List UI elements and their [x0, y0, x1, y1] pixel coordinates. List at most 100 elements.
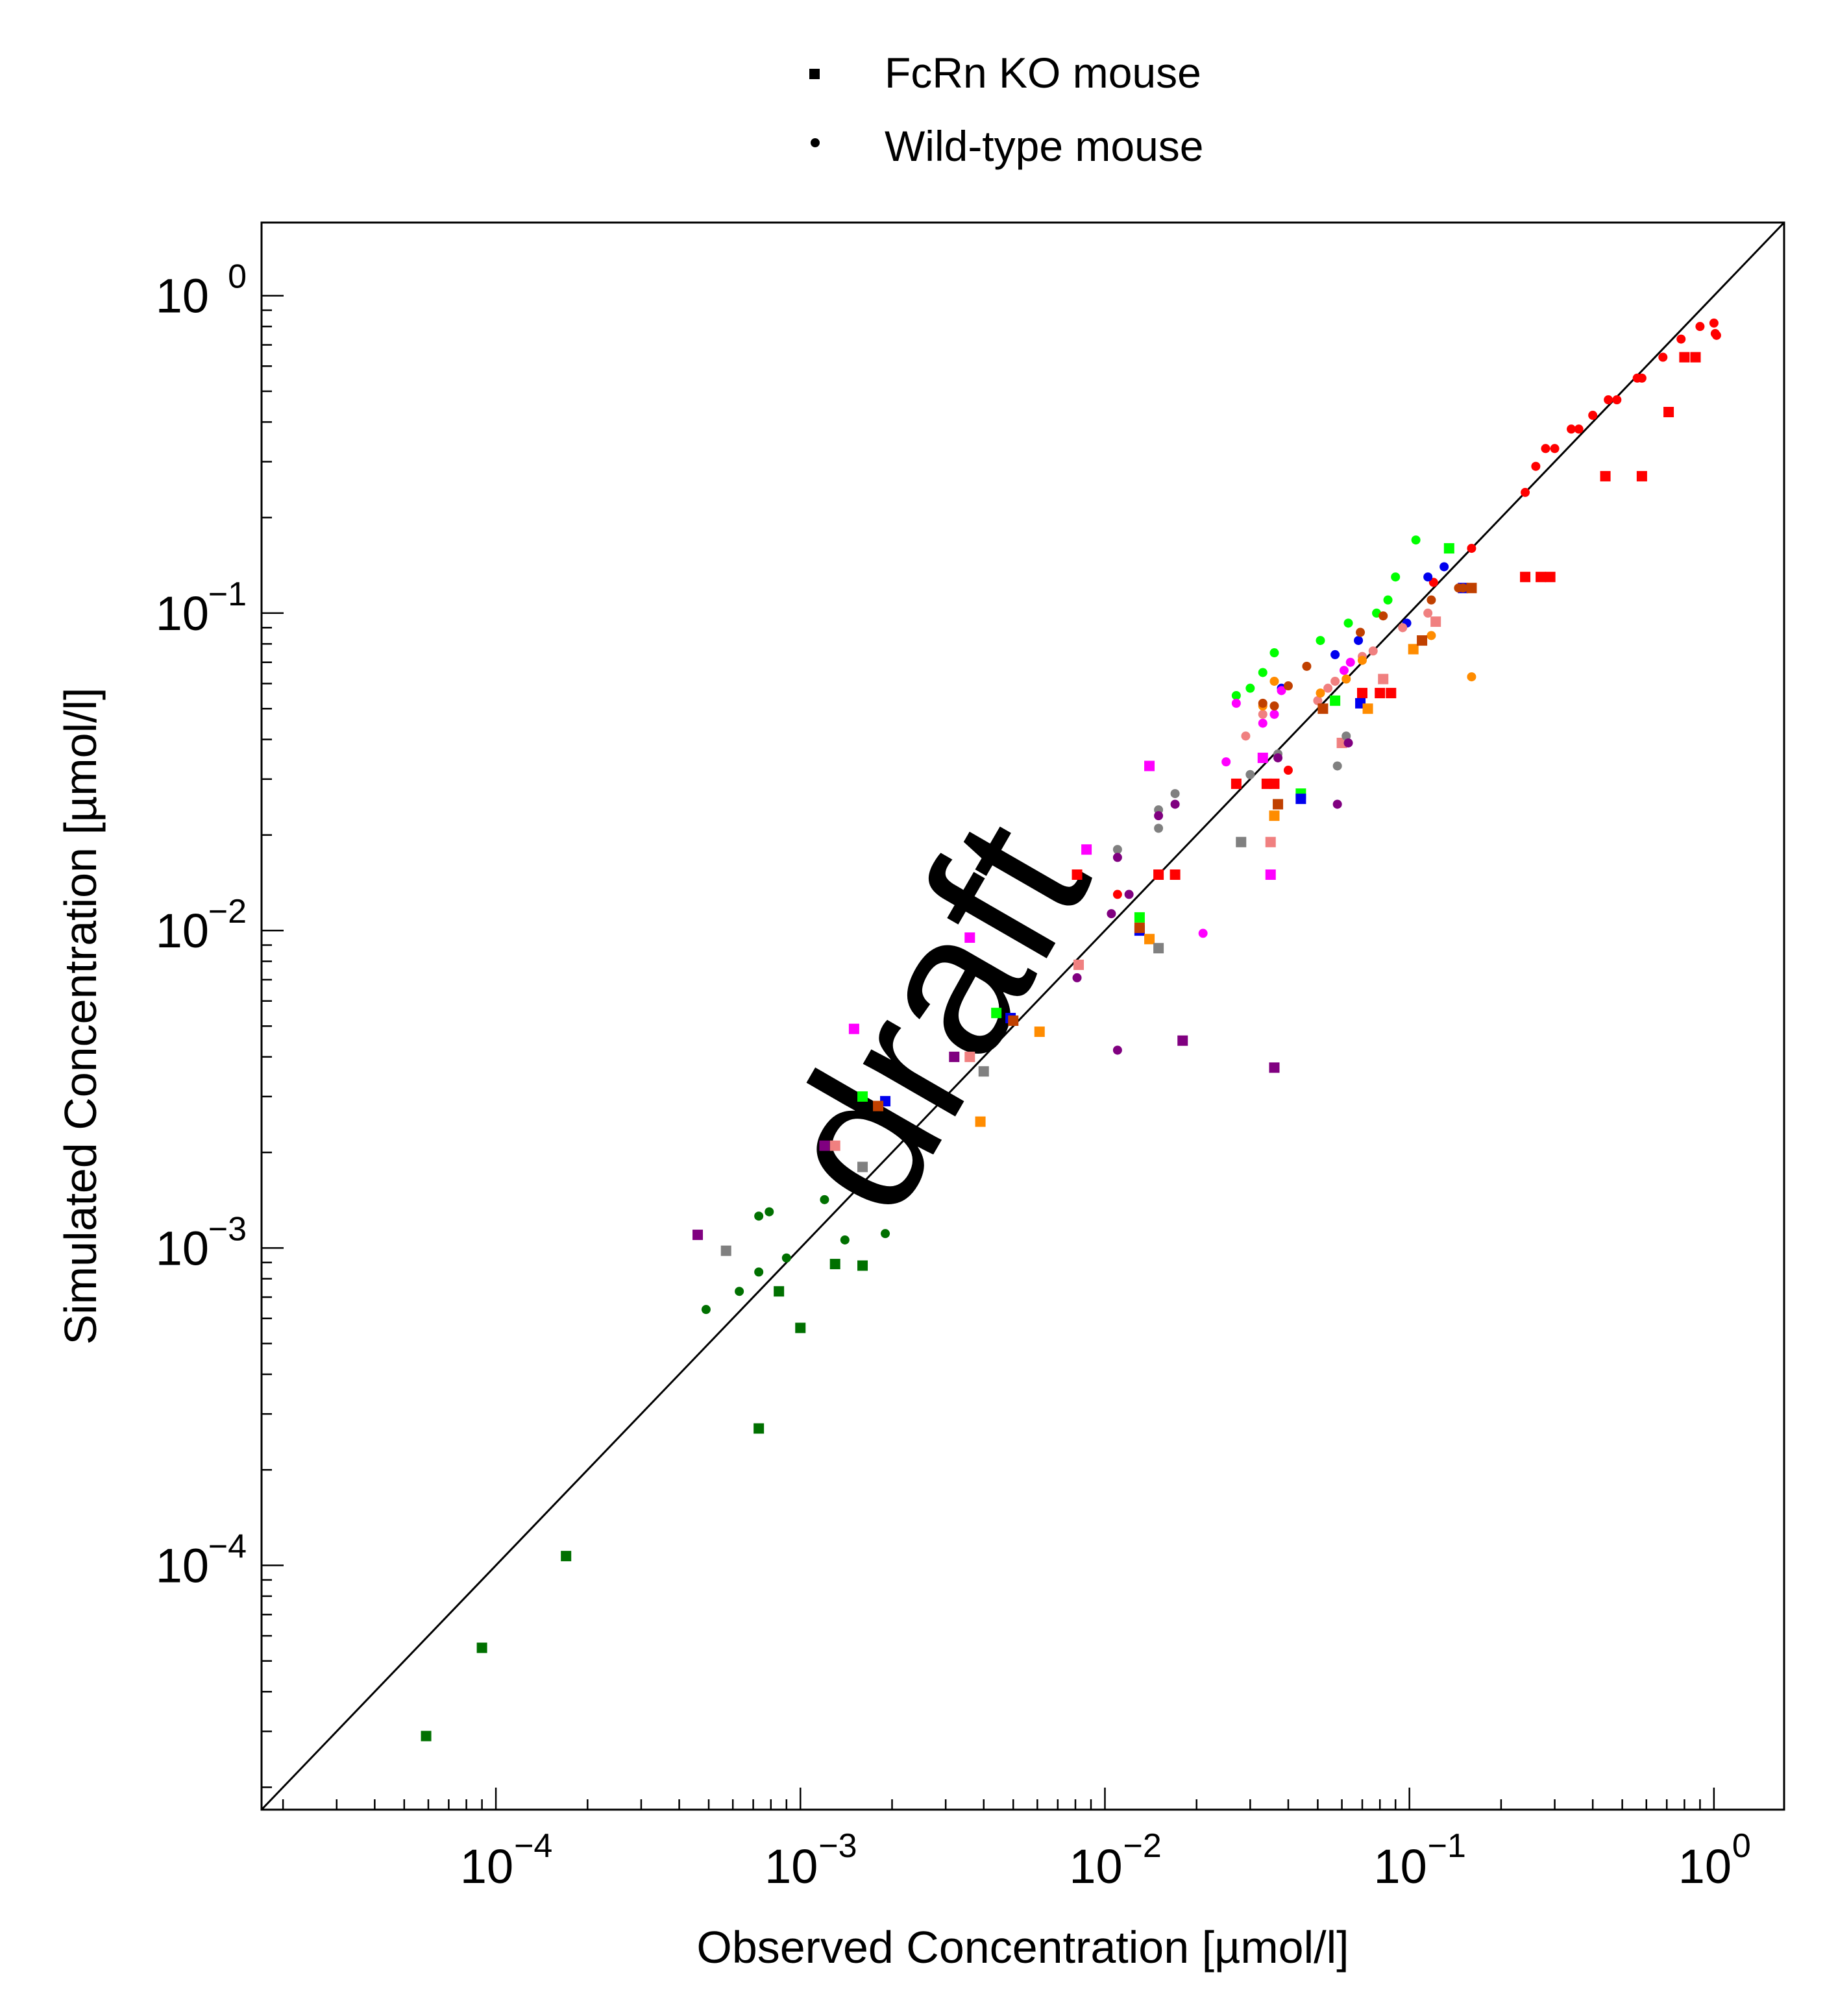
- data-point-magenta-circle: [1269, 709, 1279, 719]
- data-point-green-circle: [1411, 535, 1421, 545]
- data-point-red-circle: [1676, 334, 1686, 344]
- data-point-salmon-circle: [1398, 623, 1408, 633]
- data-point-magenta-circle: [1198, 929, 1208, 938]
- data-point-purple-circle: [1124, 890, 1134, 899]
- x-tick-label: 10: [765, 1840, 818, 1893]
- data-point-darkgreen-square: [857, 1260, 868, 1271]
- data-point-orange-circle: [1316, 688, 1325, 698]
- data-point-magenta-square: [848, 1023, 859, 1034]
- data-point-gray-circle: [1332, 761, 1342, 771]
- data-point-purple-circle: [1072, 973, 1082, 982]
- data-point-salmon-circle: [1258, 709, 1268, 719]
- x-axis-label: Observed Concentration [µmol/l]: [696, 1922, 1349, 1973]
- data-point-gray-square: [720, 1245, 731, 1256]
- data-point-orange-square: [1034, 1026, 1045, 1038]
- x-tick-label: 10: [1374, 1840, 1427, 1893]
- data-point-red-circle: [1658, 352, 1668, 362]
- data-point-purple-circle: [1107, 909, 1116, 919]
- data-point-magenta-square: [1257, 752, 1268, 763]
- data-point-red-circle: [1541, 444, 1550, 454]
- data-point-red-square: [1153, 869, 1164, 880]
- data-point-brown-circle: [1427, 595, 1436, 605]
- data-point-green-circle: [1391, 572, 1401, 582]
- data-point-purple-circle: [1332, 799, 1342, 809]
- data-point-salmon-circle: [1241, 731, 1251, 741]
- data-point-darkgreen-square: [795, 1322, 806, 1333]
- data-point-red-square: [1269, 778, 1280, 789]
- y-tick-label-exponent: −1: [208, 576, 247, 613]
- data-point-green-circle: [1383, 595, 1393, 605]
- legend-label-ko: FcRn KO mouse: [885, 49, 1201, 97]
- data-point-orange-circle: [1341, 674, 1351, 684]
- data-point-gray-circle: [1170, 789, 1180, 799]
- data-point-orange-square: [1144, 934, 1155, 945]
- data-point-brown-circle: [1258, 698, 1268, 708]
- data-point-brown-circle: [1356, 627, 1366, 637]
- identity-line: [260, 221, 1785, 1811]
- data-point-green-circle: [1245, 683, 1255, 693]
- data-point-magenta-square: [964, 932, 975, 943]
- data-point-salmon-square: [1378, 674, 1389, 685]
- data-point-red-square: [1679, 352, 1690, 363]
- data-point-red-square: [1386, 688, 1397, 699]
- data-point-purple-square: [692, 1230, 704, 1241]
- data-point-gray-square: [978, 1066, 989, 1077]
- data-point-brown-square: [1273, 799, 1284, 810]
- data-point-magenta-circle: [1221, 757, 1231, 767]
- data-point-green-square: [991, 1008, 1002, 1019]
- data-point-purple-circle: [1154, 811, 1164, 821]
- data-points: [421, 318, 1721, 1742]
- data-point-darkgreen-circle: [754, 1211, 764, 1221]
- data-point-red-circle: [1695, 322, 1705, 332]
- data-point-purple-circle: [1273, 753, 1283, 762]
- data-point-red-circle: [1612, 395, 1622, 405]
- data-point-brown-circle: [1283, 681, 1293, 691]
- x-tick-label-exponent: −1: [1428, 1827, 1466, 1865]
- legend-label-wildtype: Wild-type mouse: [885, 122, 1204, 170]
- data-point-magenta-circle: [1339, 666, 1349, 675]
- data-point-red-circle: [1710, 329, 1720, 339]
- data-point-red-square: [1170, 869, 1181, 880]
- data-point-darkgreen-circle: [840, 1235, 850, 1245]
- data-point-magenta-circle: [1345, 657, 1355, 667]
- data-point-red-square: [1536, 572, 1547, 583]
- data-point-darkgreen-circle: [735, 1287, 744, 1296]
- data-point-orange-square: [975, 1116, 986, 1127]
- legend: FcRn KO mouse Wild-type mouse: [809, 49, 1204, 170]
- plot-area: [260, 221, 1785, 1811]
- data-point-gray-circle: [1112, 845, 1122, 855]
- data-point-gray-circle: [1154, 823, 1164, 833]
- y-tick-label: 10: [156, 587, 209, 640]
- data-point-green-circle: [1269, 648, 1279, 658]
- data-point-red-circle: [1709, 318, 1719, 328]
- data-point-blue-circle: [1439, 562, 1449, 572]
- data-point-orange-circle: [1269, 676, 1279, 686]
- data-point-salmon-circle: [1423, 608, 1433, 618]
- plot-frame: [260, 221, 1785, 1811]
- x-tick-label-exponent: −3: [818, 1827, 857, 1865]
- legend-marker-square: [809, 69, 820, 79]
- data-point-darkgreen-circle: [754, 1267, 764, 1277]
- data-point-green-circle: [1343, 618, 1353, 628]
- data-point-green-square: [857, 1091, 868, 1102]
- data-point-salmon-circle: [1330, 676, 1340, 686]
- data-point-brown-square: [1317, 703, 1329, 714]
- data-point-salmon-square: [964, 1051, 975, 1062]
- data-point-darkgreen-square: [753, 1423, 765, 1434]
- data-point-magenta-circle: [1258, 718, 1268, 728]
- data-point-red-square: [1231, 778, 1242, 789]
- data-point-salmon-square: [1430, 616, 1441, 627]
- y-axis-label: Simulated Concentration [µmol/l]: [55, 687, 106, 1344]
- data-point-red-square: [1545, 572, 1556, 583]
- data-point-green-circle: [1231, 690, 1241, 700]
- data-point-purple-square: [1177, 1035, 1188, 1046]
- data-point-gray-circle: [1341, 731, 1351, 741]
- data-point-brown-circle: [1458, 583, 1468, 593]
- data-point-salmon-square: [1073, 959, 1084, 970]
- data-point-red-circle: [1574, 424, 1584, 434]
- data-point-darkgreen-circle: [765, 1207, 774, 1217]
- data-point-magenta-square: [1081, 844, 1092, 855]
- y-tick-label-exponent: 0: [228, 258, 247, 296]
- legend-marker-circle: [811, 138, 820, 147]
- data-point-blue-circle: [1354, 636, 1364, 646]
